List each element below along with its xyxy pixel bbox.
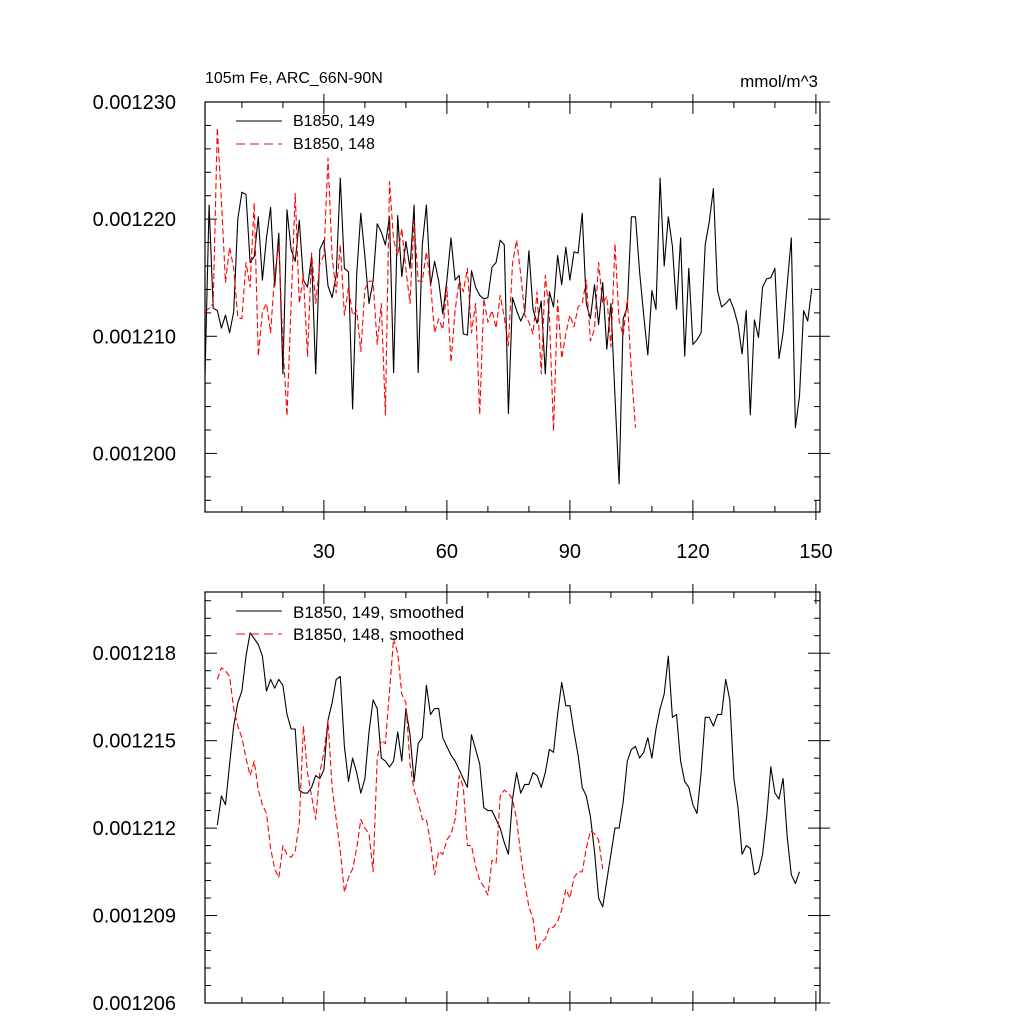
x-tick-label: 120 — [676, 541, 709, 563]
plot-frame — [204, 591, 821, 1004]
y-tick-label: 0.001210 — [93, 326, 176, 348]
x-tick-label: 60 — [436, 541, 458, 563]
plot-frame — [204, 101, 821, 513]
x-tick-label: 150 — [799, 541, 832, 563]
legend-label-series-1: B1850, 149 — [293, 113, 375, 130]
y-tick-label: 0.001209 — [93, 906, 176, 928]
y-tick-label: 0.001212 — [93, 818, 176, 840]
chart-title-right: mmol/m^3 — [740, 72, 818, 91]
legend: B1850, 149, smoothed B1850, 148, smoothe… — [236, 603, 464, 644]
y-tick-label: 0.001200 — [93, 443, 176, 465]
legend-label-series-2: B1850, 148, smoothed — [293, 625, 464, 644]
chart-title-left: 105m Fe, ARC_66N-90N — [205, 70, 383, 87]
legend-label-series-1: B1850, 149, smoothed — [293, 603, 464, 622]
y-tick-label: 0.001230 — [93, 92, 176, 114]
series-line-1 — [204, 177, 813, 485]
plot-area: 0.001206 0.001209 0.001212 0.001215 0.001218 — [93, 584, 830, 1015]
y-tick-label: 0.001215 — [93, 731, 176, 753]
y-tick-label: 0.001218 — [93, 643, 176, 665]
series-line-1 — [216, 632, 801, 908]
x-tick-label: 90 — [559, 541, 581, 563]
series-line-2 — [216, 638, 604, 952]
bottom-panel: 0.001206 0.001209 0.001212 0.001215 0.001218… — [93, 584, 830, 1015]
series-line-2 — [204, 127, 637, 432]
plot-area: 30 60 90 120 150 0.001200 0.001210 0.001220 0.00… — [93, 92, 833, 563]
top-panel: 105m Fe, ARC_66N-90N mmol/m^3 30 60 90 120 1… — [93, 70, 833, 563]
y-tick-label: 0.001220 — [93, 209, 176, 231]
legend: B1850, 149 B1850, 148 — [236, 113, 375, 153]
x-tick-label: 30 — [313, 541, 335, 563]
y-tick-label: 0.001206 — [93, 993, 176, 1015]
legend-label-series-2: B1850, 148 — [293, 136, 375, 153]
